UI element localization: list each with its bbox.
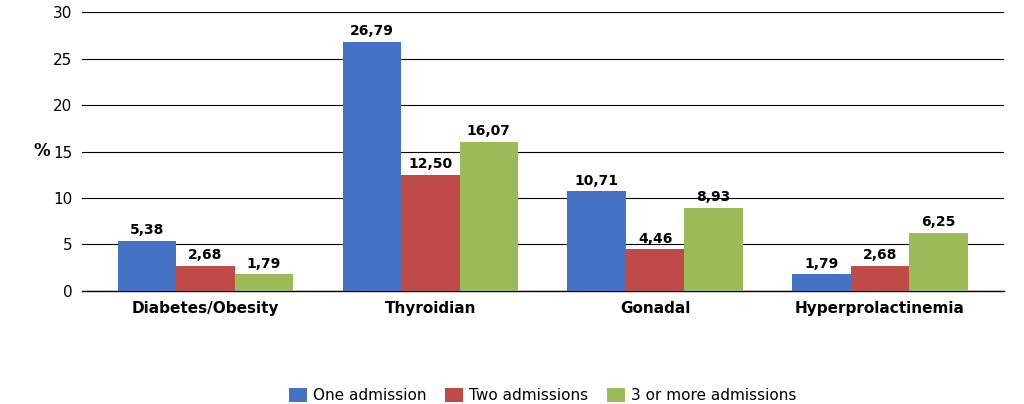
- Bar: [460, 141, 518, 291]
- Text: 12,50: 12,50: [409, 157, 453, 171]
- Y-axis label: %: %: [34, 143, 50, 160]
- Text: 2,68: 2,68: [188, 248, 223, 262]
- Bar: [626, 249, 684, 291]
- Text: 5,38: 5,38: [130, 223, 164, 237]
- Text: 1,79: 1,79: [247, 257, 282, 271]
- Bar: [793, 274, 851, 291]
- Text: 1,79: 1,79: [804, 257, 839, 271]
- Bar: [343, 42, 401, 291]
- Bar: [176, 266, 234, 291]
- Bar: [684, 208, 742, 291]
- Bar: [909, 233, 968, 291]
- Bar: [401, 175, 460, 291]
- Text: 10,71: 10,71: [574, 174, 618, 187]
- Text: 2,68: 2,68: [862, 248, 897, 262]
- Bar: [567, 191, 626, 291]
- Text: 8,93: 8,93: [696, 190, 731, 204]
- Text: 26,79: 26,79: [350, 24, 394, 38]
- Legend: One admission, Two admissions, 3 or more admissions: One admission, Two admissions, 3 or more…: [283, 382, 803, 404]
- Bar: [118, 241, 176, 291]
- Text: 16,07: 16,07: [467, 124, 511, 138]
- Bar: [851, 266, 909, 291]
- Text: 6,25: 6,25: [922, 215, 955, 229]
- Bar: [234, 274, 293, 291]
- Text: 4,46: 4,46: [638, 232, 673, 246]
